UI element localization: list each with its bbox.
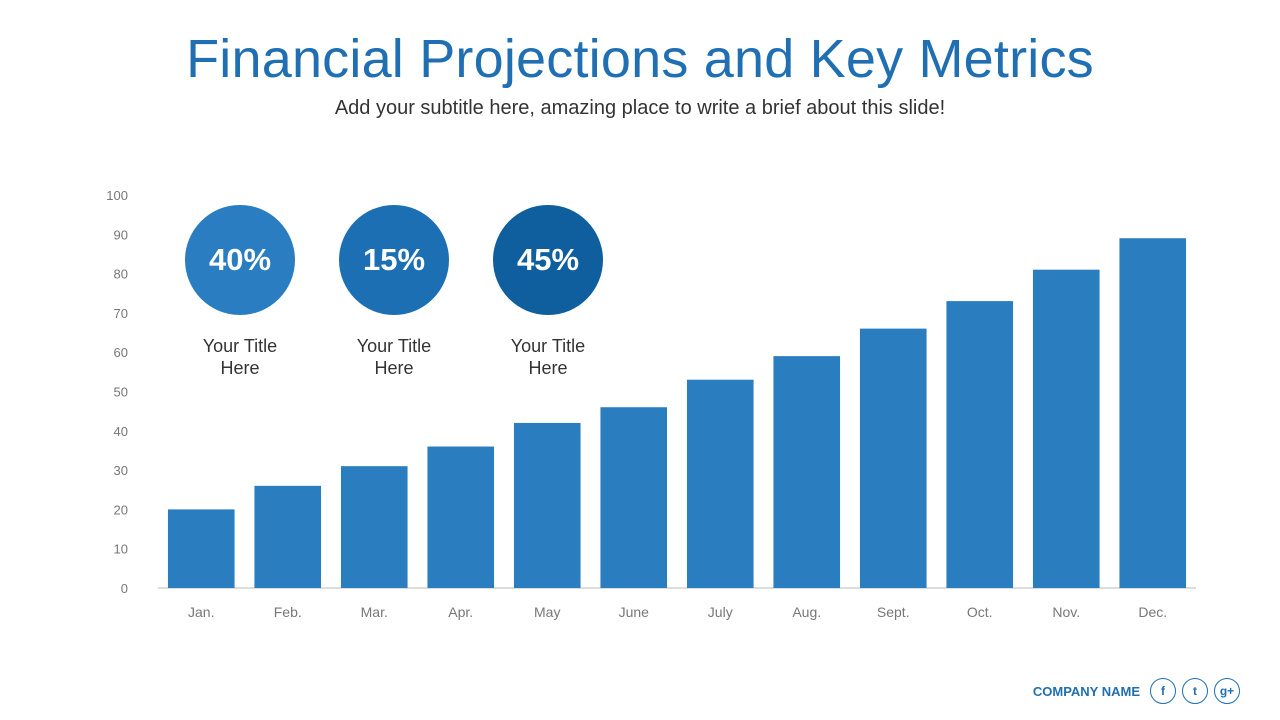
bar	[773, 356, 841, 588]
stat-circle: 40%	[185, 205, 295, 315]
x-tick-label: Apr.	[448, 604, 473, 620]
x-tick-label: Oct.	[967, 604, 993, 620]
y-tick-label: 60	[114, 345, 128, 360]
stat-card: 45% Your Title Here	[468, 205, 628, 379]
slide-subtitle: Add your subtitle here, amazing place to…	[334, 97, 946, 119]
stat-label: Your Title Here	[356, 336, 432, 378]
bar	[1119, 238, 1187, 589]
stat-card: 40% Your Title Here	[160, 205, 320, 379]
bar	[167, 509, 235, 588]
footer: COMPANY NAME f t g+	[1033, 676, 1240, 706]
stat-circle: 45%	[493, 205, 603, 315]
bar	[686, 379, 754, 588]
twitter-icon[interactable]: t	[1182, 678, 1208, 704]
x-tick-label: Jan.	[188, 604, 214, 620]
bar	[340, 466, 408, 588]
y-tick-label: 50	[114, 385, 128, 400]
x-tick-label: June	[619, 604, 650, 620]
x-tick-label: Nov.	[1052, 604, 1080, 620]
bar	[600, 407, 668, 588]
x-tick-label: Mar.	[361, 604, 388, 620]
y-tick-label: 100	[106, 188, 128, 203]
slide-title: Financial Projections and Key Metrics	[186, 29, 1094, 89]
y-tick-label: 20	[114, 502, 128, 517]
y-tick-label: 10	[114, 542, 128, 557]
bar	[254, 485, 322, 588]
google-plus-icon[interactable]: g+	[1214, 678, 1240, 704]
facebook-icon[interactable]: f	[1150, 678, 1176, 704]
x-tick-label: Dec.	[1138, 604, 1167, 620]
company-name: COMPANY NAME	[1032, 683, 1140, 699]
y-tick-label: 90	[114, 227, 128, 242]
x-tick-label: Aug.	[792, 604, 821, 620]
x-tick-label: July	[708, 604, 733, 620]
stat-label: Your Title Here	[202, 336, 278, 378]
bar	[1032, 269, 1100, 588]
bar	[859, 328, 927, 588]
y-tick-label: 0	[121, 581, 128, 596]
stat-label: Your Title Here	[510, 336, 586, 378]
x-tick-label: May	[534, 604, 560, 620]
y-tick-label: 80	[114, 267, 128, 282]
y-tick-label: 70	[114, 306, 128, 321]
x-tick-label: Feb.	[274, 604, 302, 620]
bar	[946, 301, 1014, 588]
bar	[427, 446, 495, 588]
bar	[513, 422, 581, 588]
y-tick-label: 30	[114, 463, 128, 478]
x-tick-label: Sept.	[877, 604, 910, 620]
stat-card: 15% Your Title Here	[314, 205, 474, 379]
stat-circle: 15%	[339, 205, 449, 315]
y-tick-label: 40	[114, 424, 128, 439]
